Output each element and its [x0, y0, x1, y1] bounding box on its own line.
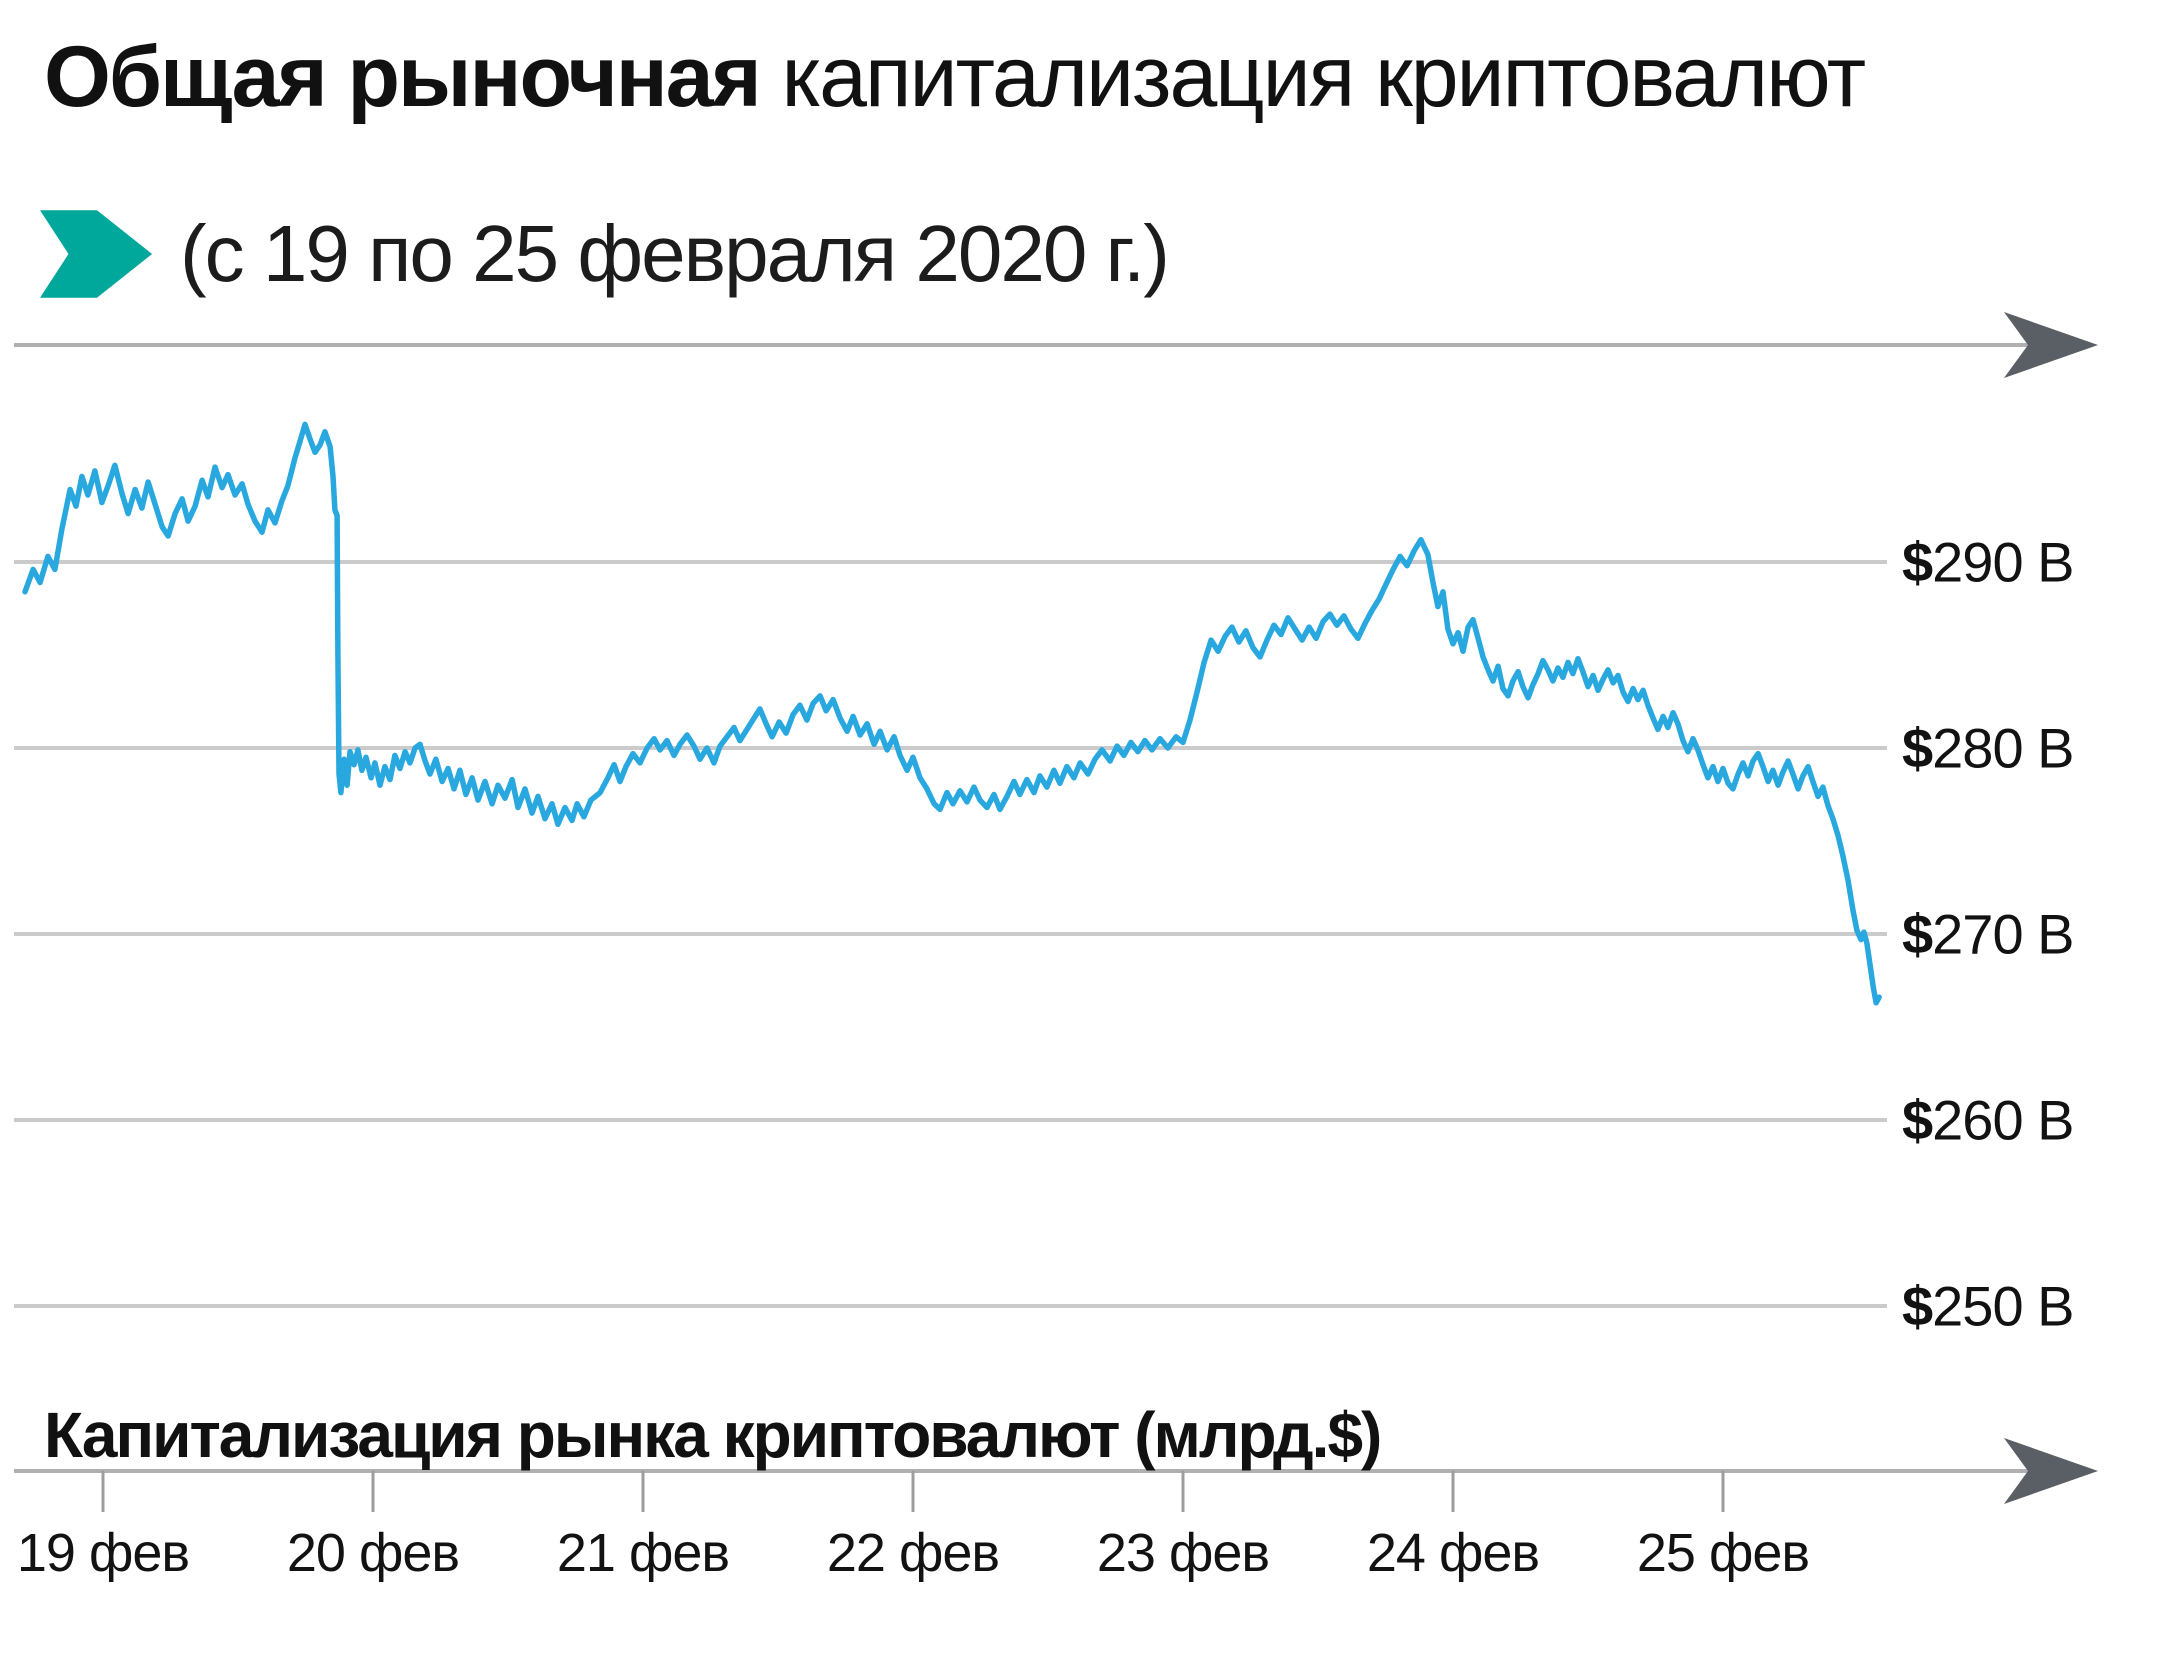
y-axis-value: 270 B [1932, 902, 2074, 966]
x-axis-label-19feb: 19 фев [16, 1523, 190, 1583]
y-axis-value: 280 B [1932, 716, 2074, 780]
date-range-subtitle: (с 19 по 25 февраля 2020 г.) [180, 209, 1170, 298]
y-axis-value: 290 B [1932, 530, 2074, 594]
currency-sign: $ [1902, 716, 1933, 780]
subtitle-row: (с 19 по 25 февраля 2020 г.) [40, 205, 1170, 303]
x-axis-label-22feb: 22 фев [826, 1523, 1000, 1583]
top-axis-arrowhead-icon [2004, 312, 2098, 378]
y-axis-label-280: $280 B [1902, 716, 2075, 781]
page-title-regular: капитализация криптовалют [759, 29, 1867, 125]
currency-sign: $ [1902, 902, 1933, 966]
market-cap-series-line [22, 421, 1882, 1006]
y-axis-value: 260 B [1932, 1088, 2074, 1152]
page-title-bold: Общая рыночная [44, 29, 762, 125]
currency-sign: $ [1902, 1088, 1933, 1152]
x-axis-label-24feb: 24 фев [1366, 1523, 1540, 1583]
currency-sign: $ [1902, 530, 1933, 594]
horizontal-gridlines [14, 560, 1887, 1308]
page-title: Общая рыночная капитализация криптовалют [44, 28, 1867, 127]
x-axis-ticks [101, 1471, 1725, 1512]
x-axis-caption: Капитализация рынка криптовалют (млрд.$) [44, 1399, 1382, 1471]
y-axis-label-250: $250 B [1902, 1274, 2075, 1339]
y-axis-label-260: $260 B [1902, 1088, 2075, 1153]
y-axis-label-290: $290 B [1902, 530, 2075, 595]
bottom-axis-arrowhead-icon [2004, 1438, 2098, 1504]
currency-sign: $ [1902, 1274, 1933, 1338]
x-axis-label-23feb: 23 фев [1096, 1523, 1270, 1583]
x-axis-label-25feb: 25 фев [1636, 1523, 1810, 1583]
x-axis-label-21feb: 21 фев [556, 1523, 730, 1583]
teal-arrow-icon [40, 210, 153, 298]
x-axis-label-20feb: 20 фев [286, 1523, 460, 1583]
y-axis-label-270: $270 B [1902, 902, 2075, 967]
y-axis-value: 250 B [1932, 1274, 2074, 1338]
